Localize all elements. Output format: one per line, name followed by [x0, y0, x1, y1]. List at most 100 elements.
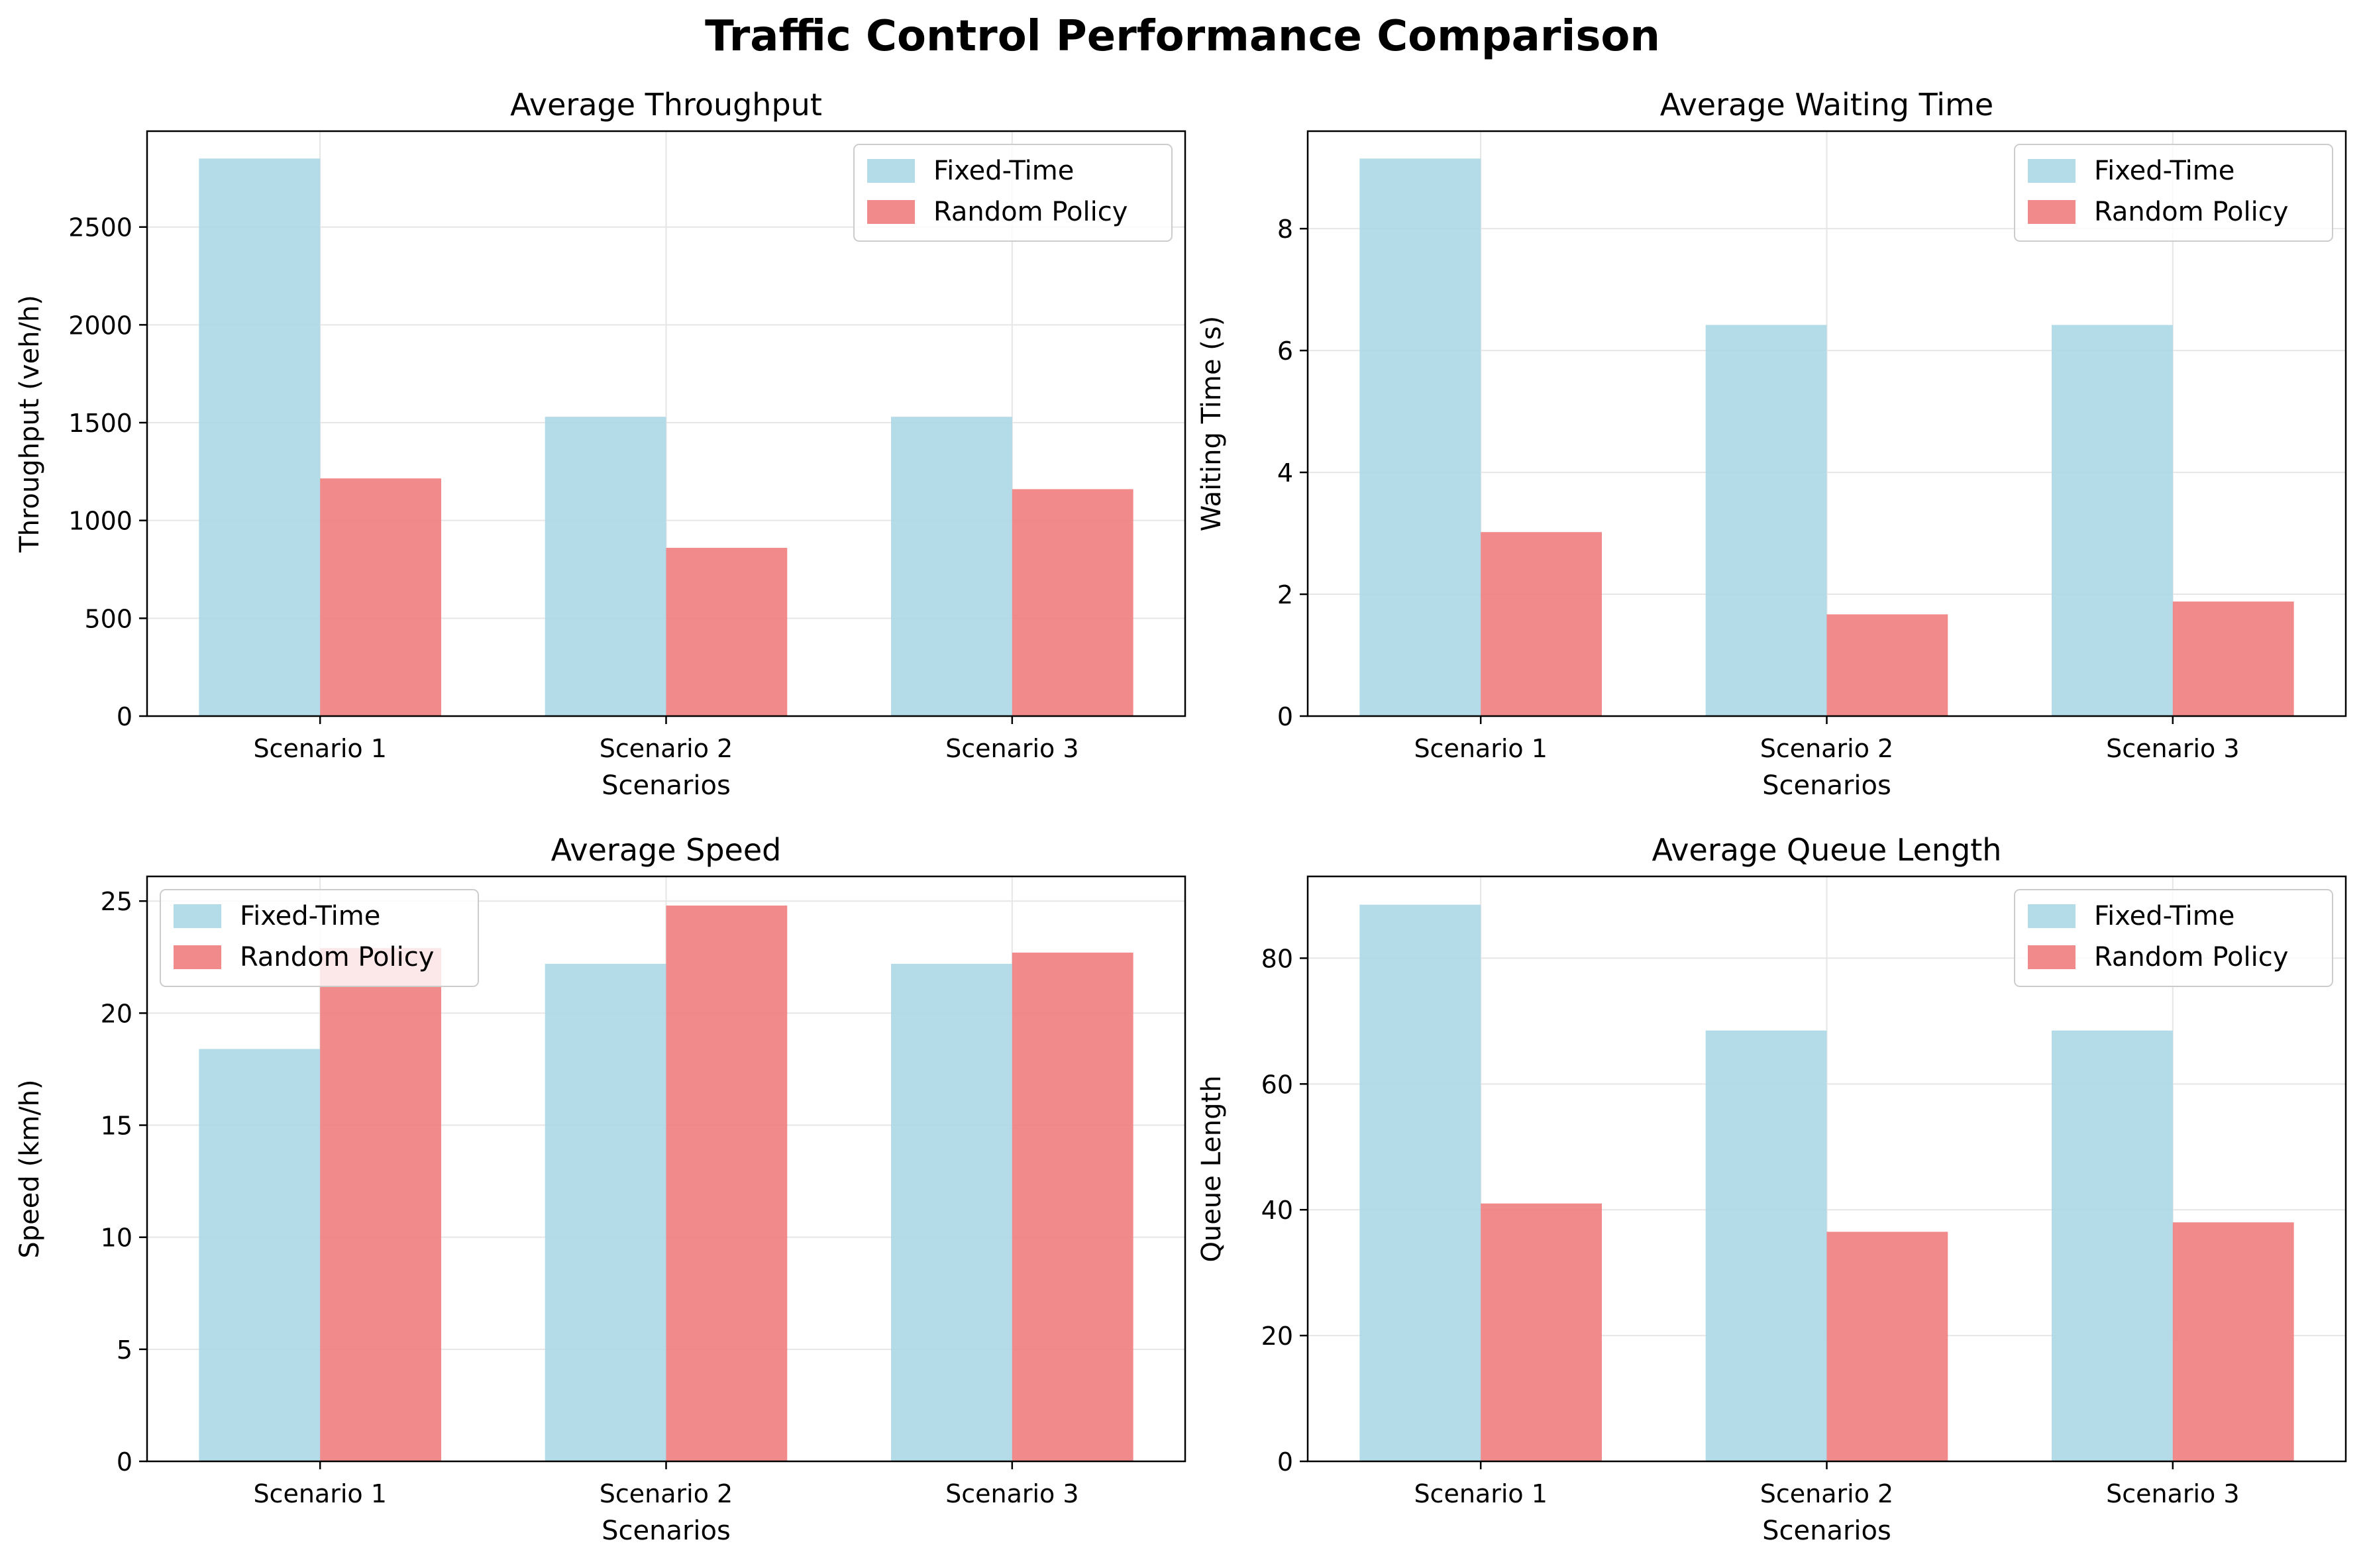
bar-fixed-time-2 — [545, 963, 666, 1461]
subplot-title: Average Waiting Time — [1660, 87, 1993, 123]
y-axis-label: Throughput (veh/h) — [15, 295, 45, 553]
x-tick-label: Scenario 3 — [2106, 1479, 2239, 1508]
x-tick-label: Scenario 3 — [2106, 734, 2239, 763]
legend-swatch — [2028, 945, 2076, 969]
subplot-1: 0 500 1000 1500 2000 2500 Scenario 1 Scenario 2… — [15, 87, 1186, 801]
subplot-4: 0 20 40 60 80 Scenario 1 Scenario 2 Scenario 3 A… — [1196, 832, 2347, 1546]
x-tick-label: Scenario 1 — [1414, 1479, 1547, 1508]
legend-label: Random Policy — [240, 942, 434, 972]
bar-random-policy-2 — [666, 905, 788, 1461]
legend: Fixed-Time Random Policy — [2014, 144, 2333, 242]
legend-box — [853, 144, 1173, 242]
bar-random-policy-1 — [1481, 532, 1602, 716]
y-tick-label: 25 — [101, 887, 132, 916]
legend-swatch — [867, 200, 915, 224]
bar-fixed-time-1 — [1359, 904, 1481, 1461]
legend-swatch — [174, 904, 221, 928]
legend: Fixed-Time Random Policy — [2014, 889, 2333, 987]
bar-random-policy-3 — [2172, 601, 2294, 716]
bar-random-policy-2 — [1826, 1231, 1948, 1461]
y-tick-label: 6 — [1277, 337, 1293, 366]
bar-random-policy-3 — [2172, 1222, 2294, 1461]
y-tick-label: 2000 — [68, 311, 132, 340]
subplot-2: 0 2 4 6 8 Scenario 1 Scenario 2 Scenario 3 Avera… — [1196, 87, 2347, 801]
bar-fixed-time-1 — [199, 158, 321, 716]
bar-fixed-time-2 — [1705, 1030, 1827, 1461]
y-tick-label: 80 — [1261, 944, 1293, 973]
y-tick-label: 10 — [101, 1224, 132, 1253]
x-tick-label: Scenario 2 — [600, 1479, 733, 1508]
legend-swatch — [174, 945, 221, 969]
bar-random-policy-2 — [666, 548, 788, 716]
legend-box — [2014, 889, 2333, 987]
legend-label: Fixed-Time — [2094, 156, 2234, 186]
y-tick-label: 0 — [117, 702, 132, 731]
legend-swatch — [2028, 904, 2076, 928]
x-tick-label: Scenario 2 — [1760, 1479, 1893, 1508]
y-tick-label: 40 — [1261, 1196, 1293, 1225]
bar-fixed-time-3 — [2052, 1030, 2173, 1461]
bar-random-policy-2 — [1826, 614, 1948, 716]
bar-fixed-time-2 — [1705, 325, 1827, 716]
y-tick-label: 20 — [1261, 1322, 1293, 1351]
y-axis-label: Queue Length — [1196, 1075, 1227, 1262]
x-tick-label: Scenario 1 — [253, 1479, 386, 1508]
bar-fixed-time-3 — [2052, 325, 2173, 716]
x-axis-label: Scenarios — [602, 770, 731, 801]
legend-swatch — [2028, 159, 2076, 183]
legend-label: Random Policy — [933, 197, 1128, 227]
bar-random-policy-3 — [1012, 953, 1133, 1461]
y-tick-label: 1000 — [68, 507, 132, 536]
y-tick-label: 0 — [117, 1447, 132, 1477]
x-tick-label: Scenario 3 — [945, 1479, 1078, 1508]
bar-random-policy-1 — [1481, 1203, 1602, 1461]
x-tick-label: Scenario 2 — [1760, 734, 1893, 763]
x-tick-label: Scenario 1 — [253, 734, 386, 763]
legend: Fixed-Time Random Policy — [160, 889, 479, 987]
y-tick-label: 500 — [84, 604, 132, 633]
x-axis-label: Scenarios — [602, 1516, 731, 1546]
legend-swatch — [867, 159, 915, 183]
y-axis-label: Waiting Time (s) — [1196, 316, 1227, 532]
y-tick-label: 60 — [1261, 1070, 1293, 1099]
bar-random-policy-3 — [1012, 489, 1133, 716]
x-axis-label: Scenarios — [1762, 1516, 1891, 1546]
y-axis-label: Speed (km/h) — [15, 1079, 45, 1258]
legend: Fixed-Time Random Policy — [853, 144, 1173, 242]
x-tick-label: Scenario 3 — [945, 734, 1078, 763]
figure-suptitle: Traffic Control Performance Comparison — [705, 12, 1660, 61]
legend-box — [2014, 144, 2333, 242]
legend-label: Random Policy — [2094, 942, 2288, 972]
y-tick-label: 15 — [101, 1112, 132, 1141]
bar-fixed-time-3 — [891, 963, 1012, 1461]
x-tick-label: Scenario 2 — [600, 734, 733, 763]
bar-random-policy-1 — [320, 948, 441, 1461]
legend-label: Fixed-Time — [240, 901, 380, 931]
y-tick-label: 5 — [117, 1335, 132, 1365]
bar-fixed-time-3 — [891, 417, 1012, 716]
y-tick-label: 0 — [1277, 1447, 1293, 1477]
subplot-title: Average Queue Length — [1652, 832, 2002, 868]
legend-label: Fixed-Time — [2094, 901, 2234, 931]
subplot-3: 0 5 10 15 20 25 Scenario 1 Scenario 2 Scenario 3… — [15, 832, 1186, 1546]
subplot-title: Average Speed — [551, 832, 782, 868]
y-tick-label: 2500 — [68, 213, 132, 242]
bar-fixed-time-2 — [545, 417, 666, 716]
legend-box — [160, 889, 479, 987]
subplot-title: Average Throughput — [510, 87, 822, 123]
bar-fixed-time-1 — [199, 1049, 321, 1461]
y-tick-label: 4 — [1277, 458, 1293, 488]
y-tick-label: 2 — [1277, 580, 1293, 609]
y-tick-label: 1500 — [68, 409, 132, 438]
legend-label: Fixed-Time — [933, 156, 1074, 186]
y-tick-label: 0 — [1277, 702, 1293, 731]
legend-label: Random Policy — [2094, 197, 2288, 227]
legend-swatch — [2028, 200, 2076, 224]
x-tick-label: Scenario 1 — [1414, 734, 1547, 763]
bar-fixed-time-1 — [1359, 158, 1481, 716]
x-axis-label: Scenarios — [1762, 770, 1891, 801]
y-tick-label: 8 — [1277, 215, 1293, 244]
bar-random-policy-1 — [320, 478, 441, 716]
